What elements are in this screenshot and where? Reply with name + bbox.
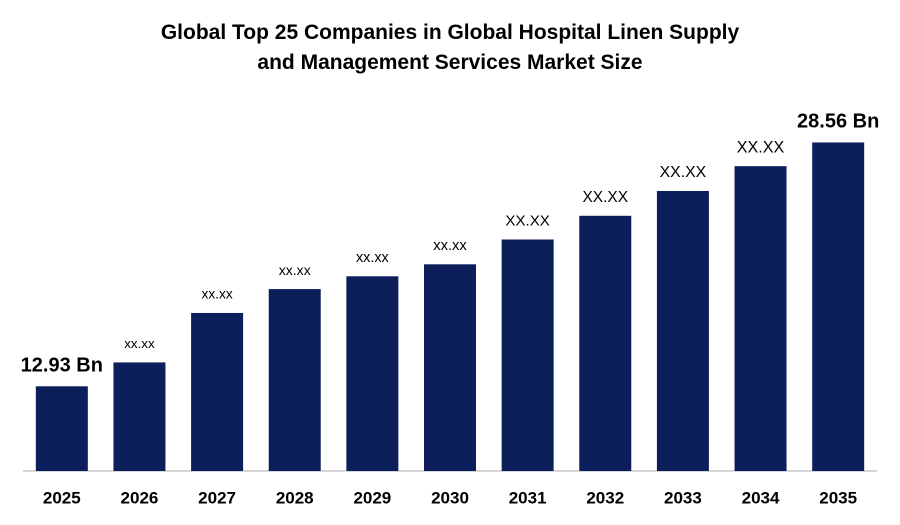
bar: [113, 362, 166, 471]
x-tick-label: 2027: [198, 488, 236, 507]
x-tick-label: 2032: [586, 488, 624, 507]
bar: [268, 289, 321, 471]
value-label: 28.56 Bn: [797, 111, 879, 133]
x-tick-label: 2034: [742, 488, 780, 507]
x-tick-label: 2026: [121, 488, 159, 507]
bar: [191, 312, 244, 471]
x-tick-label: 2029: [353, 488, 391, 507]
chart-title: Global Top 25 Companies in Global Hospit…: [160, 21, 740, 74]
x-tick-label: 2028: [276, 488, 314, 507]
bar: [35, 386, 88, 471]
bar: [812, 142, 865, 472]
value-label: XX.XX: [583, 189, 628, 206]
x-tick-label: 2025: [43, 488, 81, 507]
bar: [734, 166, 787, 471]
bar: [656, 190, 709, 472]
bar: [501, 239, 554, 471]
value-label: XX.XX: [660, 164, 707, 181]
x-tick-label: 2030: [431, 488, 469, 507]
bar: [346, 276, 399, 471]
value-label: xx.xx: [124, 336, 155, 351]
value-label: xx.xx: [356, 250, 390, 266]
x-tick-label: 2033: [664, 488, 702, 507]
x-tick-label: 2035: [819, 488, 857, 507]
value-label: xx.xx: [279, 262, 311, 278]
value-label: xx.xx: [201, 287, 232, 302]
value-label: XX.XX: [505, 212, 549, 229]
value-label: 12.93 Bn: [21, 355, 103, 377]
value-label: xx.xx: [433, 238, 467, 254]
value-label: XX.XX: [737, 138, 785, 156]
bar: [424, 264, 476, 471]
bar: [579, 215, 632, 471]
x-tick-label: 2031: [509, 488, 547, 507]
